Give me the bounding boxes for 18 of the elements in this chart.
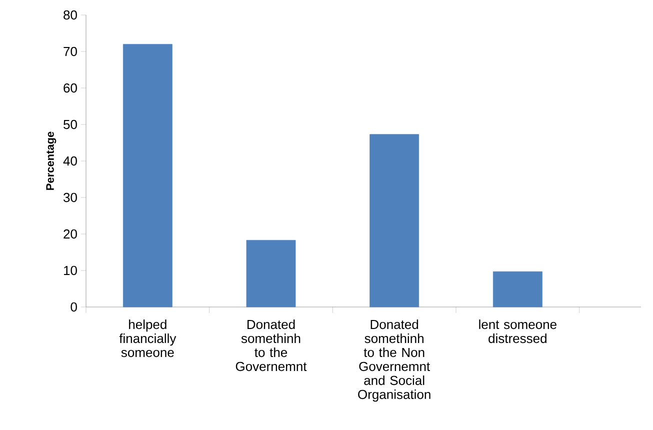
y-tick-label: 0 bbox=[70, 302, 77, 312]
y-tick-label: 50 bbox=[64, 120, 77, 130]
x-tick-label: helped financially someone bbox=[119, 320, 176, 358]
x-tick-label: Donated somethinh to the Governemnt bbox=[236, 320, 307, 372]
y-tick-label: 10 bbox=[64, 266, 77, 276]
x-tick-label: lent someone distressed bbox=[479, 320, 556, 344]
x-tick-label: Donated somethinh to the Non Governemnt and Social Organisation bbox=[358, 320, 430, 402]
bar bbox=[492, 271, 542, 308]
bar bbox=[122, 44, 172, 308]
y-tick-label: 20 bbox=[64, 229, 77, 239]
bar bbox=[246, 240, 296, 308]
y-tick-label: 70 bbox=[64, 46, 77, 56]
y-tick-label: 40 bbox=[63, 156, 77, 166]
y-axis-title: Percentage bbox=[46, 132, 56, 190]
y-tick-label: 30 bbox=[64, 192, 77, 202]
bar bbox=[370, 134, 420, 308]
y-tick-label: 60 bbox=[64, 83, 77, 93]
y-tick-label: 80 bbox=[64, 10, 77, 20]
